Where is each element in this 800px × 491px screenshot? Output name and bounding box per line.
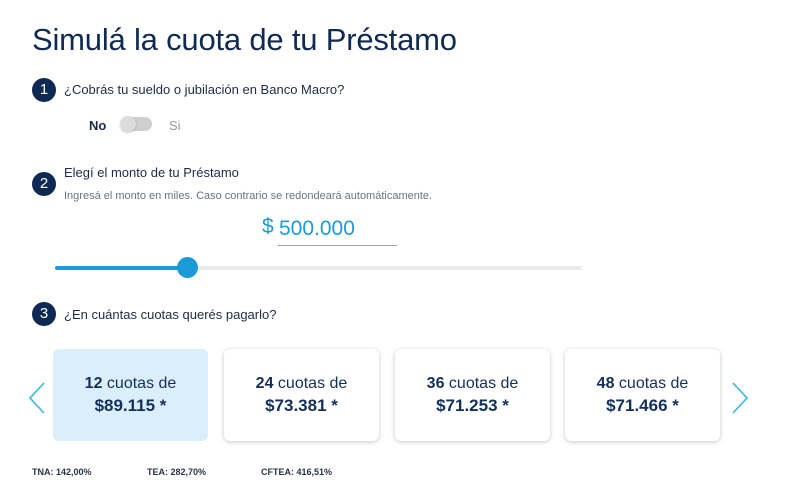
card-amount: $71.466 * xyxy=(606,396,679,415)
rate-tna: TNA: 142,00% xyxy=(32,467,92,477)
rate-tea: TEA: 282,70% xyxy=(147,467,207,477)
installment-card-24[interactable]: 24 cuotas de $73.381 * xyxy=(224,349,379,441)
slider-fill xyxy=(55,266,187,270)
chevron-right-icon[interactable] xyxy=(729,380,751,416)
card-installments: 48 cuotas de xyxy=(596,375,689,392)
step-2-question: Elegí el monto de tu Préstamo xyxy=(64,165,239,180)
card-installments: 36 cuotas de xyxy=(426,375,519,392)
installment-card-12[interactable]: 12 cuotas de $89.115 * xyxy=(53,349,208,441)
step-3-question: ¿En cuántas cuotas querés pagarlo? xyxy=(64,307,277,322)
card-amount: $89.115 * xyxy=(94,396,167,415)
card-amount: $71.253 * xyxy=(436,396,509,415)
amount-hint: Ingresá el monto en miles. Caso contrari… xyxy=(64,190,433,202)
toggle-no-label: No xyxy=(89,118,107,133)
card-amount: $73.381 * xyxy=(265,396,338,415)
amount-input[interactable] xyxy=(278,213,397,246)
toggle-si-label: Si xyxy=(169,118,181,133)
installment-card-36[interactable]: 36 cuotas de $71.253 * xyxy=(395,349,550,441)
card-installments: 12 cuotas de xyxy=(84,375,177,392)
toggle-knob xyxy=(120,116,136,132)
rate-cftea: CFTEA: 416,51% xyxy=(261,467,333,477)
step-1-badge: 1 xyxy=(32,78,56,102)
salary-toggle[interactable] xyxy=(120,116,152,132)
step-1-question: ¿Cobrás tu sueldo o jubilación en Banco … xyxy=(64,82,345,97)
step-2-badge: 2 xyxy=(32,172,56,196)
amount-slider[interactable] xyxy=(55,257,582,278)
chevron-left-icon[interactable] xyxy=(26,380,48,416)
installment-card-48[interactable]: 48 cuotas de $71.466 * xyxy=(565,349,720,441)
page-title: Simulá la cuota de tu Préstamo xyxy=(32,22,457,57)
currency-symbol: $ xyxy=(262,215,274,238)
step-3-badge: 3 xyxy=(32,302,56,326)
slider-thumb[interactable] xyxy=(176,257,198,278)
card-installments: 24 cuotas de xyxy=(255,375,348,392)
